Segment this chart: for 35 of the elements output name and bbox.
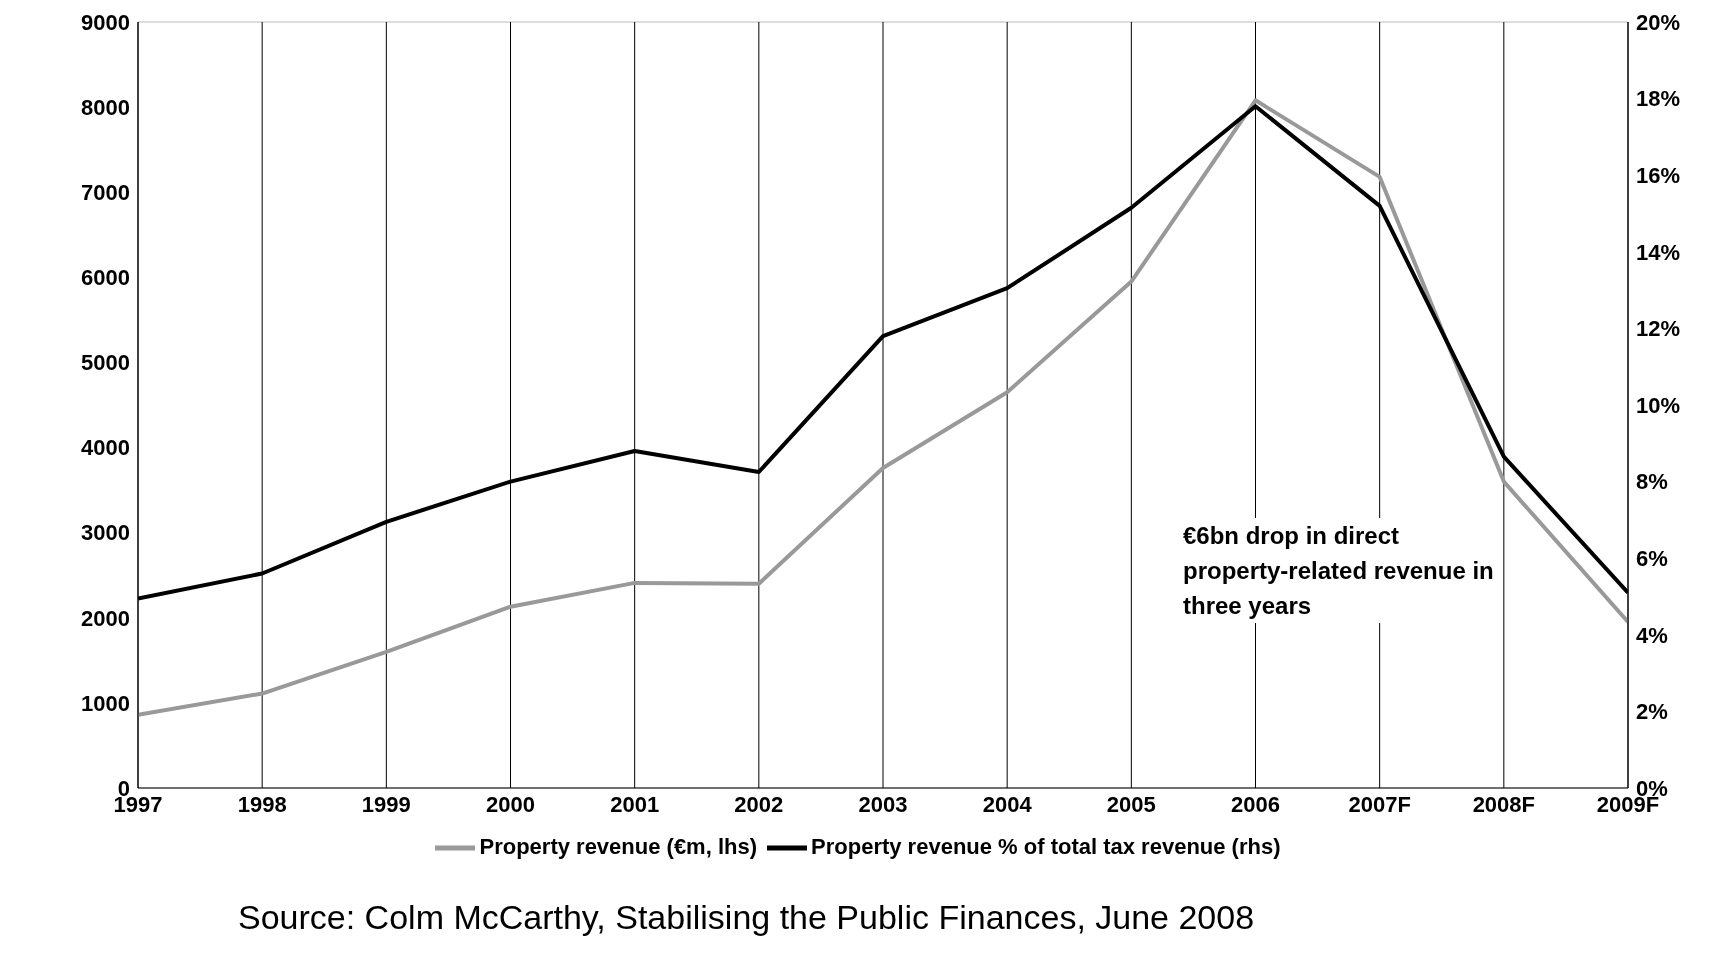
- y2-tick-label: 14%: [1636, 239, 1681, 265]
- line-series: [138, 98, 1628, 717]
- x-tick-label: 2007F: [1348, 791, 1411, 817]
- x-tick-label: 2006: [1231, 791, 1280, 817]
- y2-tick-label: 8%: [1636, 469, 1668, 495]
- y-tick-label: 7000: [81, 180, 130, 206]
- x-tick-label: 1999: [361, 791, 411, 817]
- y2-tick-label: 20%: [1636, 9, 1681, 35]
- y-tick-label: 9000: [81, 9, 130, 35]
- annotation: €6bn drop in direct property-related revenue in three years: [1183, 518, 1503, 623]
- y-tick-label: 3000: [81, 520, 130, 546]
- y-tick-label: 8000: [81, 94, 130, 120]
- x-tick-label: 2001: [610, 791, 660, 817]
- legend-label: Property revenue (€m, lhs): [479, 833, 758, 859]
- y2-tick-label: 16%: [1636, 163, 1681, 189]
- x-tick-label: 2008F: [1472, 791, 1536, 817]
- y-tick-label: 1000: [81, 690, 130, 716]
- y-tick-label: 4000: [81, 435, 130, 461]
- x-tick-label: 2003: [858, 791, 908, 817]
- source-note: Source: Colm McCarthy, Stabilising the Public Finances, June 2008: [238, 898, 1256, 937]
- y2-tick-label: 10%: [1636, 392, 1681, 418]
- y2-tick-label: 2%: [1636, 699, 1668, 725]
- x-tick-label: 2005: [1106, 791, 1156, 817]
- legend-label: Property revenue % of total tax revenue (rhs): [811, 833, 1281, 859]
- y2-tick-label: 4%: [1636, 622, 1668, 648]
- y-tick-label: 5000: [81, 350, 130, 376]
- y-tick-label: 6000: [81, 265, 130, 291]
- y2-tick-label: 6%: [1636, 546, 1668, 572]
- x-tick-label: 2004: [982, 791, 1033, 817]
- y2-tick-label: 18%: [1636, 86, 1681, 112]
- x-tick-label: 2000: [486, 791, 535, 817]
- y2-tick-label: 12%: [1636, 316, 1681, 342]
- x-tick-label: 1998: [237, 791, 287, 817]
- y-tick-label: 2000: [81, 605, 130, 631]
- x-tick-label: 2002: [734, 791, 784, 817]
